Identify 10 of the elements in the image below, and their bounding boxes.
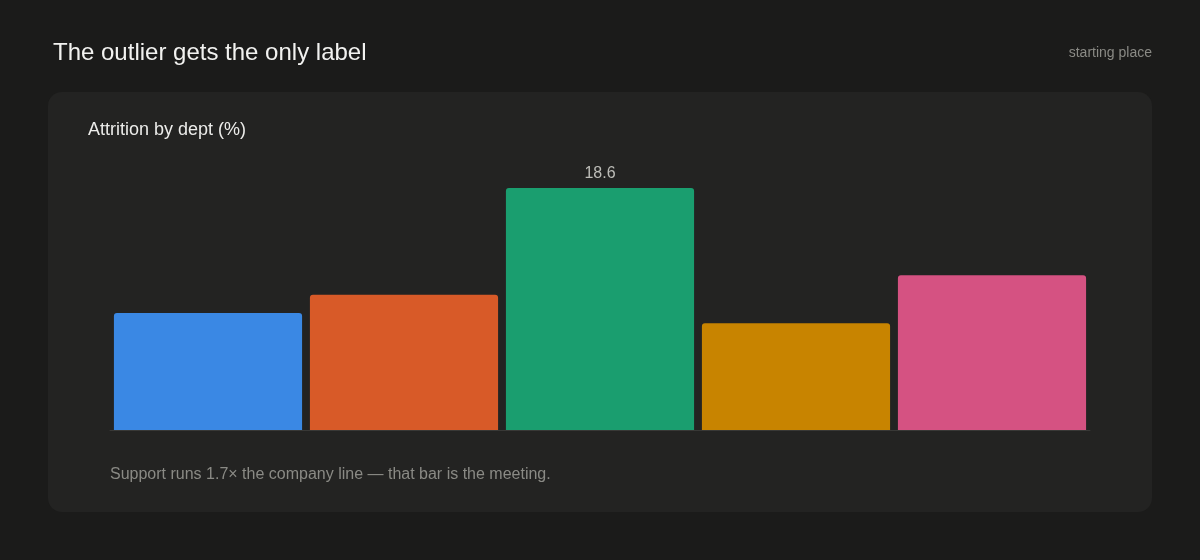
bar [897, 275, 1087, 430]
chart-title: The outlier gets the only label [53, 37, 367, 65]
bar [701, 323, 891, 430]
chart-subtitle: Attrition by dept (%) [88, 119, 247, 139]
text: starting place [1068, 44, 1153, 60]
bar [505, 188, 695, 430]
bar [309, 294, 499, 430]
text: Support runs 1.7× the company line — that bar is the meeting. [110, 464, 551, 482]
bar [113, 312, 303, 430]
data-label: 18.6 [584, 163, 616, 181]
